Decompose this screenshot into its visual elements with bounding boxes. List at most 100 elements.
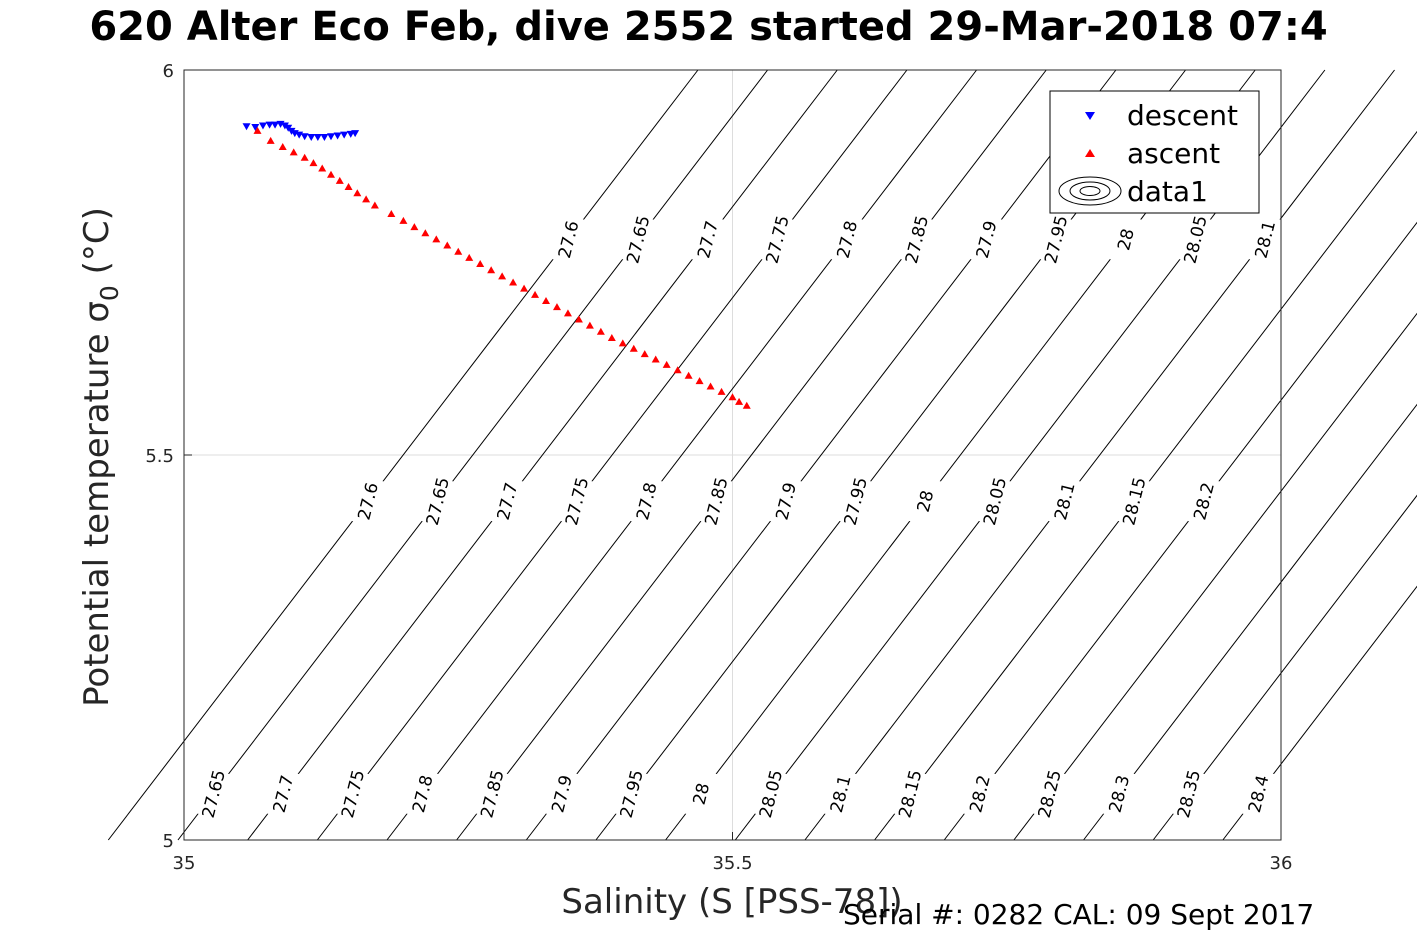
contour-label-group: 27.8 [630,476,663,527]
ascent-point [607,333,616,341]
legend-box [1049,90,1260,214]
contour-label-bg [1039,214,1073,265]
legend-contour-mid [1069,181,1111,201]
contour-label-bg [545,768,578,819]
descent-point [313,133,322,141]
legend-descent-label: descent [1127,99,1238,132]
ascent-point [629,344,638,352]
contour-label-bg [754,768,787,819]
legend-descent-marker [1085,112,1095,120]
descent-point [320,133,329,141]
ascent-point [387,209,396,217]
data-points [242,120,751,409]
contour-label-bg [830,214,864,265]
ascent-point [651,355,660,363]
ascent-point [335,176,344,184]
contour-label-bg [900,214,933,265]
contour-label-bg [1241,768,1275,819]
contour-line [107,69,699,841]
ascent-point [684,371,693,379]
y-tick-label: 6 [163,61,174,82]
ascent-point [498,272,507,280]
contour-label-bg [1178,214,1212,265]
ascent-point [728,393,737,401]
ascent-point [706,382,715,390]
ascent-point [353,189,362,197]
contour-line [247,69,838,841]
contour-label-bg [699,476,733,527]
contour-label-bg [1102,768,1136,819]
ascent-point [289,148,298,156]
ascent-point [266,136,275,144]
ascent-point [300,153,309,161]
descent-point [351,130,360,138]
descent-point [300,133,309,141]
ascent-point [574,315,583,323]
y-axis-label-subscript: 0 [95,285,124,301]
ascent-point [640,350,649,358]
ascent-point [673,366,682,374]
ascent-point [318,164,327,172]
contour-label-bg [824,768,857,819]
contour-line [874,130,1417,841]
contour-label-bg [490,476,524,527]
contour-line [943,221,1417,841]
contour-label-bg [839,476,872,527]
y-axis-label-main: Potential temperature σ [77,301,117,707]
ascent-point [563,309,572,317]
descent-point [271,121,280,129]
contour-line [1083,403,1417,841]
contour-label-bg [969,214,1003,265]
contour-label-bg [1109,214,1142,265]
x-axis-label: Salinity (S [PSS-78]) [561,882,902,922]
contour-label-group: 27.9 [545,768,578,819]
contour-label-bg [421,476,454,527]
contour-label-bg [266,768,300,819]
contour-line [804,69,1395,841]
contour-label-bg [1117,476,1151,527]
descent-point [265,121,274,129]
contour-label-bg [475,768,509,819]
chart-title: 620 Alter Eco Feb, dive 2552 started 29-… [89,4,1328,50]
contour-label-bg [760,214,794,265]
ascent-point [531,290,540,298]
contour-line [177,69,769,841]
contour-label-bg [893,768,927,819]
ascent-point [476,260,485,268]
descent-point [333,132,342,140]
contour-label-group: 28.3 [1102,768,1136,819]
contour-label-bg [684,768,718,819]
x-tick-label: 35 [173,853,196,874]
contour-line [456,69,1047,841]
legend: descent ascent data1 [1049,90,1260,214]
contour-label-bg [978,476,1011,527]
y-tick-label: 5.5 [145,446,174,467]
contour-line [1013,312,1417,841]
ascent-point [520,284,529,292]
ascent-point [278,143,287,150]
legend-data1-label: data1 [1127,175,1208,208]
contour-line [1152,494,1417,841]
contour-line [316,69,908,841]
contour-label-bg [1187,476,1220,527]
contour-label-bg [630,476,663,527]
legend-ascent-marker [1085,149,1095,157]
ascent-point [618,339,627,347]
contour-label-bg [691,214,724,265]
contour-label-bg [621,214,655,265]
ascent-point [735,397,744,405]
y-axis-label: Potential temperature σ0 (°C) [77,207,124,707]
contour-label-bg [963,768,996,819]
ascent-point [421,229,430,237]
contour-line [386,69,977,841]
contour-label-bg [336,768,369,819]
ascent-point [370,201,379,209]
ascent-point [344,183,353,191]
ascent-point [432,235,441,243]
ascent-point [487,266,496,274]
ascent-point [362,195,371,203]
axis-ticks: 35 35.5 36 5 5.5 6 [145,61,1292,874]
y-axis-label-unit: (°C) [77,207,117,285]
legend-ascent-label: ascent [1127,137,1220,170]
